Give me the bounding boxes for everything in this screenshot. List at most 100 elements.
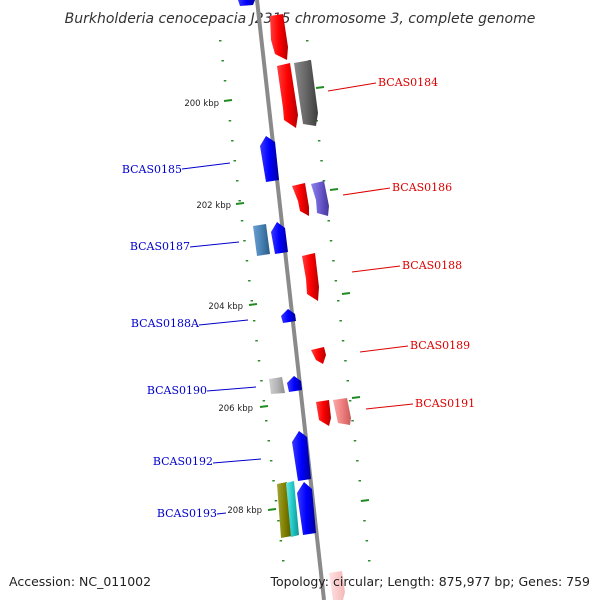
guide-dot bbox=[365, 540, 369, 542]
guide-dot bbox=[243, 240, 246, 242]
gene-label-bcas0188a[interactable]: BCAS0188A bbox=[131, 317, 200, 330]
gene-label-bcas0189[interactable]: BCAS0189 bbox=[410, 339, 470, 352]
guide-dot bbox=[282, 560, 285, 562]
guide-dot bbox=[219, 40, 222, 42]
guide-dot bbox=[257, 360, 261, 362]
gene-arrow-bcas0190-a bbox=[269, 377, 285, 394]
gene-label-bcas0188[interactable]: BCAS0188 bbox=[402, 259, 462, 272]
guide-dot bbox=[368, 560, 371, 562]
gene-label-bcas0192[interactable]: BCAS0192 bbox=[153, 455, 213, 468]
gene-arrow-bcas0189 bbox=[311, 347, 326, 364]
gene-arrow-bcas0193-b bbox=[286, 481, 299, 537]
gene-arrow-bcas0191-b bbox=[333, 398, 351, 425]
gene-arrow-bcas0188 bbox=[302, 253, 319, 301]
reverse-strand-genes bbox=[270, 14, 351, 600]
guide-dot bbox=[274, 500, 278, 502]
reverse-gene-labels: BCAS0184 BCAS0186 BCAS0188 BCAS0189 BCAS… bbox=[327, 76, 475, 410]
gene-label-bcas0186[interactable]: BCAS0186 bbox=[392, 181, 452, 194]
reverse-side-dashes bbox=[315, 86, 370, 502]
gene-arrow-top-forward bbox=[238, 0, 255, 6]
tick-mark-202 bbox=[235, 202, 245, 205]
leader-line-bcas0191 bbox=[365, 403, 414, 410]
guide-dot bbox=[327, 220, 330, 222]
gene-label-bcas0191[interactable]: BCAS0191 bbox=[415, 397, 475, 410]
gene-arrow-bcas0188a bbox=[281, 309, 296, 323]
gene-label-bcas0184[interactable]: BCAS0184 bbox=[378, 76, 438, 89]
guide-dot bbox=[363, 520, 366, 522]
forward-strand-genes bbox=[238, 0, 316, 538]
gene-arrow-top bbox=[270, 14, 288, 60]
gene-arrow-bcas0187-a bbox=[253, 224, 270, 256]
guide-dot bbox=[248, 280, 251, 282]
guide-dot bbox=[223, 80, 227, 82]
leader-line-bcas0193 bbox=[216, 512, 227, 515]
gene-label-bcas0190[interactable]: BCAS0190 bbox=[147, 384, 207, 397]
leader-line-bcas0190 bbox=[206, 386, 257, 392]
leader-line-bcas0184 bbox=[327, 82, 377, 92]
guide-dot bbox=[356, 460, 359, 462]
guide-dot bbox=[255, 340, 258, 342]
guide-dot bbox=[348, 400, 352, 402]
guide-dot bbox=[250, 300, 253, 302]
map-title: Burkholderia cenocepacia J2315 chromosom… bbox=[65, 11, 536, 27]
guide-dot bbox=[322, 180, 326, 182]
guide-dot bbox=[267, 440, 270, 442]
guide-dot bbox=[317, 140, 321, 142]
guide-dot bbox=[346, 380, 349, 382]
gene-arrow-bcas0185 bbox=[260, 136, 279, 182]
leader-line-bcas0185 bbox=[181, 162, 231, 170]
guide-dot bbox=[353, 440, 357, 442]
leader-line-bcas0186 bbox=[342, 187, 391, 196]
gene-arrow-bcas0184-a bbox=[277, 63, 298, 128]
guide-dot bbox=[265, 420, 268, 422]
gene-arrow-bcas0192 bbox=[292, 431, 311, 481]
leader-line-bcas0188 bbox=[351, 265, 401, 273]
tick-mark-208 bbox=[267, 508, 277, 511]
guide-dot bbox=[228, 120, 232, 122]
guide-dot bbox=[339, 320, 342, 322]
tick-label-206: 206 kbp bbox=[218, 404, 253, 414]
accession-text: Accession: NC_011002 bbox=[9, 574, 151, 589]
guide-dot bbox=[332, 260, 335, 262]
guide-dot bbox=[231, 140, 234, 142]
gene-label-bcas0187[interactable]: BCAS0187 bbox=[130, 240, 190, 253]
guide-dot bbox=[252, 320, 256, 322]
guide-dot bbox=[238, 200, 241, 202]
leader-line-bcas0192 bbox=[212, 458, 262, 464]
gene-arrow-bcas0187-b bbox=[271, 222, 288, 254]
guide-dot bbox=[334, 280, 338, 282]
tick-mark-204 bbox=[248, 303, 258, 306]
guide-dot bbox=[272, 480, 275, 482]
guide-dot bbox=[262, 400, 266, 402]
gene-arrow-bottom bbox=[329, 571, 345, 600]
guide-dot bbox=[351, 420, 354, 422]
gene-label-bcas0185[interactable]: BCAS0185 bbox=[122, 163, 182, 176]
guide-dot bbox=[236, 180, 239, 182]
guide-dot bbox=[260, 380, 263, 382]
gene-label-bcas0193[interactable]: BCAS0193 bbox=[157, 507, 217, 520]
guide-dot bbox=[358, 480, 361, 482]
guide-dot bbox=[306, 40, 309, 42]
guide-dot bbox=[320, 160, 323, 162]
guide-dot bbox=[221, 60, 224, 62]
gene-arrow-bcas0190-b bbox=[287, 376, 302, 392]
tick-mark-206 bbox=[259, 405, 269, 408]
guide-dot bbox=[279, 540, 283, 542]
guide-dot bbox=[277, 520, 280, 522]
gene-arrow-bcas0193-c bbox=[297, 482, 316, 535]
gene-arrow-bcas0184-b bbox=[294, 60, 318, 126]
gene-arrow-bcas0191-a bbox=[316, 400, 331, 426]
guide-dot bbox=[233, 160, 236, 162]
tick-label-208: 208 kbp bbox=[227, 506, 262, 516]
guide-dot bbox=[341, 340, 345, 342]
tick-label-202: 202 kbp bbox=[196, 201, 231, 211]
guide-dot bbox=[329, 240, 333, 242]
tick-label-204: 204 kbp bbox=[208, 302, 243, 312]
leader-line-bcas0189 bbox=[359, 345, 409, 353]
guide-dot bbox=[240, 220, 244, 222]
tick-label-200: 200 kbp bbox=[184, 99, 219, 109]
guide-dot bbox=[337, 300, 340, 302]
gene-arrow-bcas0186-b bbox=[311, 181, 329, 216]
guide-dot bbox=[269, 460, 273, 462]
